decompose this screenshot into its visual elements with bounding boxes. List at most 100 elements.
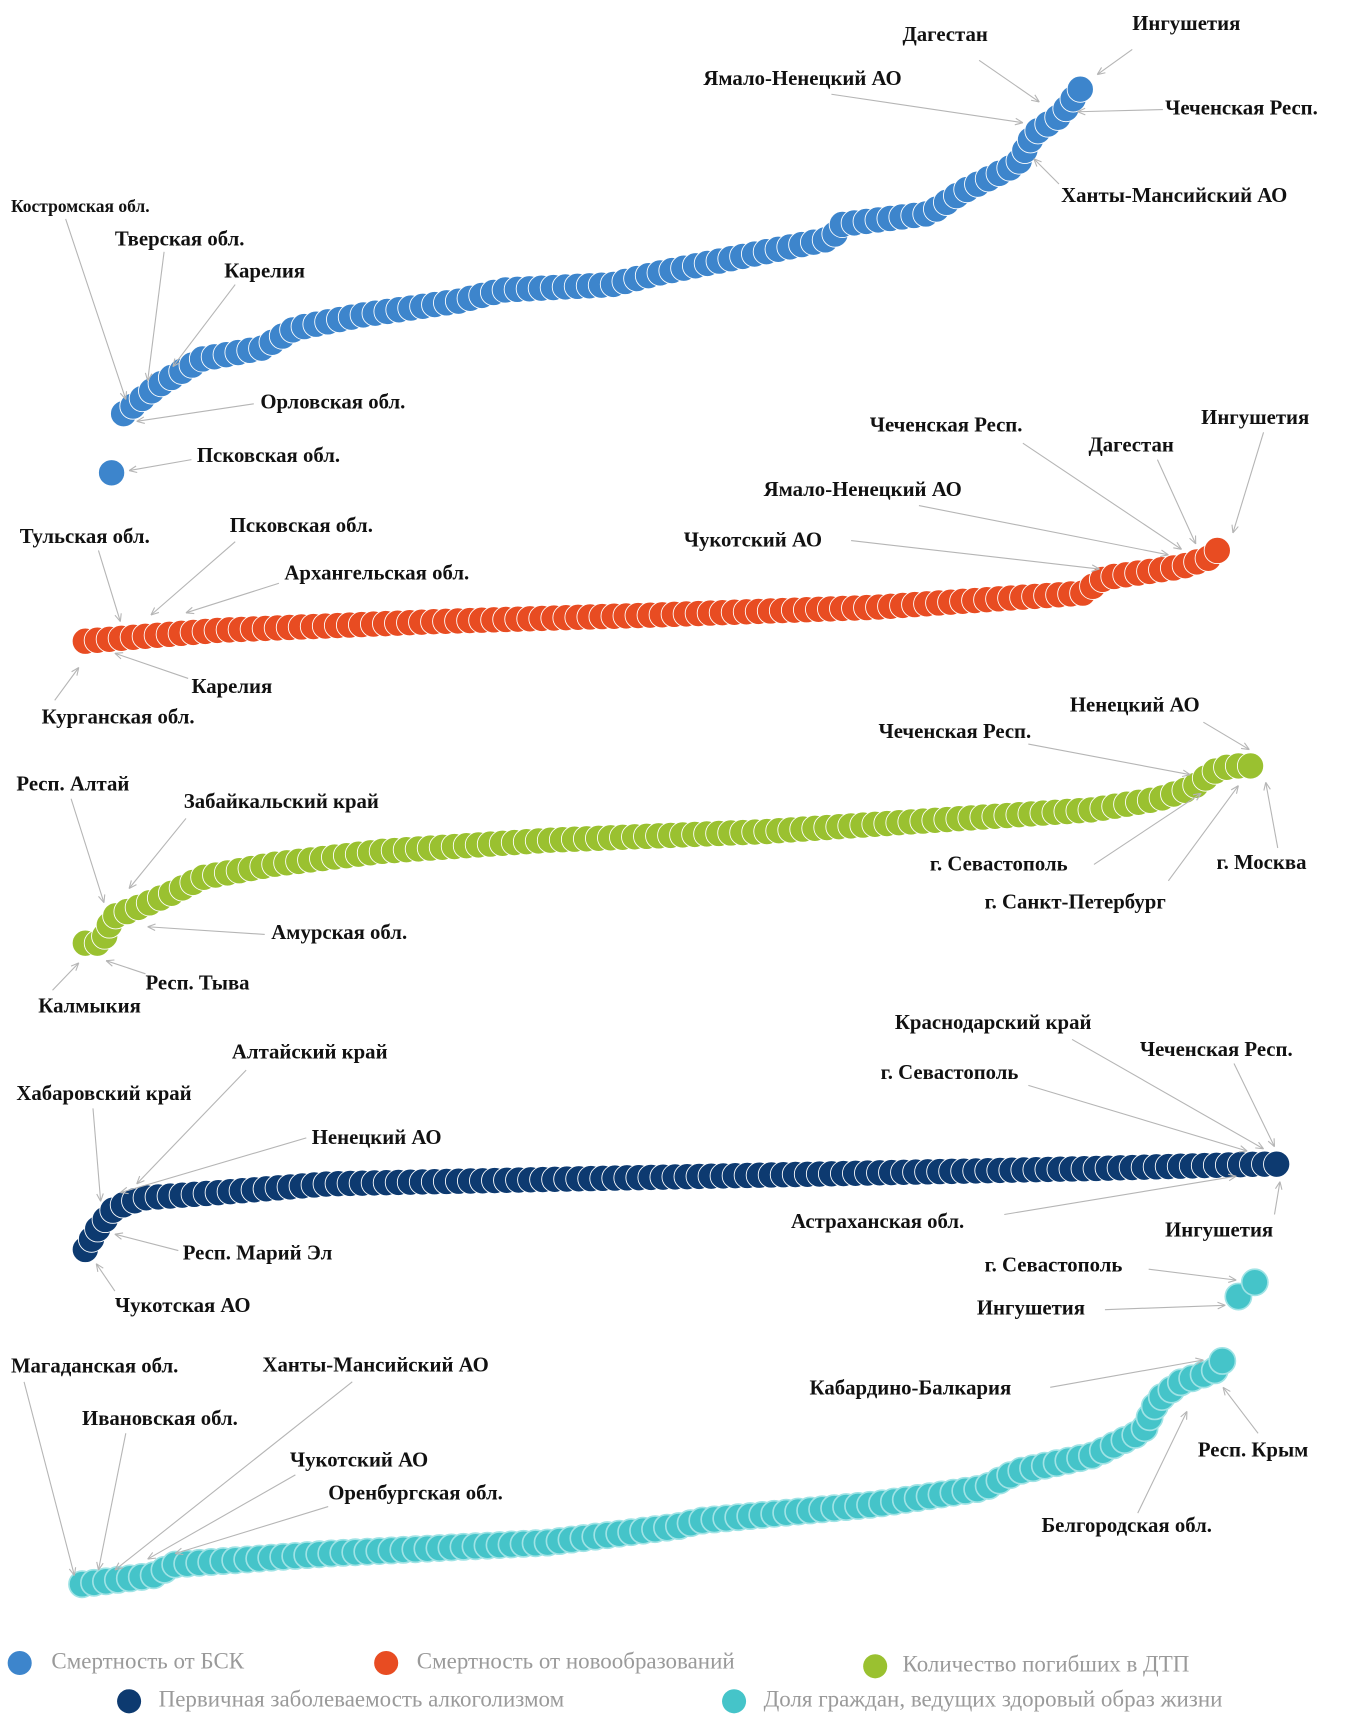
annotation-arrow — [1091, 564, 1100, 572]
region-dot — [1203, 536, 1231, 565]
annotation-line — [147, 251, 165, 381]
annotation-arrow — [1238, 1145, 1248, 1153]
annotation-label: Чеченская Респ. — [878, 720, 1031, 743]
annotation-label: Ненецкий АО — [312, 1126, 442, 1149]
annotation-line — [95, 1263, 116, 1292]
annotation-arrow — [114, 1232, 124, 1240]
annotation-line — [1077, 109, 1163, 113]
annotation-line — [147, 1474, 296, 1560]
annotation-arrow — [1180, 1410, 1188, 1420]
annotation-arrow — [1160, 549, 1169, 558]
annotation-line — [52, 962, 80, 991]
region-dot — [98, 459, 126, 487]
annotation-label: г. Санкт-Петербург — [985, 891, 1166, 914]
dot-strip — [68, 1268, 1269, 1599]
annotation-line — [128, 818, 187, 889]
annotation-label: Ямало-Ненецкий АО — [703, 67, 901, 90]
annotation-line — [97, 1433, 127, 1571]
annotation-label: Ивановская обл. — [82, 1407, 238, 1430]
annotation-label: Респ. Алтай — [16, 772, 129, 795]
annotation-label: Хабаровский край — [16, 1082, 191, 1105]
legend-label: Количество погибших в ДТП — [903, 1652, 1190, 1677]
annotation-label: Алтайский край — [232, 1040, 388, 1063]
annotation-line — [1028, 1084, 1248, 1152]
annotation-line — [136, 1069, 247, 1185]
legend-swatch — [7, 1650, 32, 1676]
annotation-line — [1093, 792, 1202, 865]
annotation-line — [1028, 743, 1191, 776]
annotation-line — [1096, 48, 1133, 75]
annotation-label: Респ. Марий Эл — [183, 1242, 333, 1265]
annotation-arrow — [1031, 94, 1040, 103]
region-dot — [1066, 75, 1094, 103]
annotation-line — [978, 59, 1040, 103]
annotation-label: Карелия — [191, 675, 272, 698]
annotation-label: г. Севастополь — [985, 1254, 1123, 1277]
annotation-label: Ханты-Мансийский АО — [263, 1353, 489, 1376]
annotation-line — [1232, 432, 1265, 534]
legend-label: Смертность от новообразований — [417, 1648, 735, 1673]
annotation-line — [150, 541, 236, 616]
dot-strip — [98, 75, 1094, 487]
annotation-line — [23, 1381, 75, 1576]
annotation-label: Дагестан — [903, 23, 988, 46]
annotation-arrow — [174, 1547, 184, 1556]
annotation-label: г. Севастополь — [881, 1061, 1019, 1084]
annotation-line — [114, 652, 189, 679]
annotation-line — [1071, 1038, 1264, 1150]
annotation-label: Ингушетия — [1201, 406, 1309, 429]
annotation-arrow — [1192, 792, 1202, 801]
annotation-line — [1203, 721, 1250, 751]
annotation-arrow — [172, 358, 181, 368]
annotation-label: Чукотская АО — [115, 1294, 251, 1317]
annotation-arrow — [128, 880, 137, 889]
annotation-arrow — [147, 1552, 157, 1560]
annotation-arrow — [70, 962, 80, 971]
annotation-label: Чеченская Респ. — [870, 414, 1023, 437]
annotation-label: Астраханская обл. — [791, 1210, 964, 1233]
annotation-arrow — [1267, 1138, 1276, 1148]
legend-label: Доля граждан, ведущих здоровый образ жиз… — [764, 1687, 1223, 1712]
annotation-arrow — [1274, 1181, 1283, 1190]
annotation-line — [114, 1233, 179, 1252]
annotation-arrow — [114, 613, 122, 622]
annotation-line — [1137, 1411, 1188, 1514]
annotation-arrow — [1181, 769, 1191, 778]
dot-strip — [71, 752, 1265, 957]
annotation-label: Ямало-Ненецкий АО — [764, 478, 962, 501]
annotation-line — [1022, 442, 1182, 550]
annotation-arrow — [96, 1561, 104, 1571]
annotation-arrow — [1173, 542, 1182, 550]
annotation-label: Псковская обл. — [197, 444, 340, 467]
annotation-arrow — [114, 1562, 124, 1571]
annotation-line — [136, 403, 254, 422]
annotation-line — [97, 550, 121, 622]
annotation-arrow — [1217, 1301, 1226, 1310]
annotation-line — [1156, 459, 1197, 545]
annotation-label: Карелия — [224, 259, 305, 282]
annotation-line — [65, 218, 127, 400]
region-dot — [1240, 1268, 1269, 1297]
annotation-arrow — [114, 652, 124, 660]
region-dot — [1263, 1150, 1291, 1178]
annotation-label: Амурская обл. — [271, 921, 407, 944]
annotation-line — [128, 459, 192, 472]
annotation-arrow — [150, 607, 160, 616]
annotation-arrow — [119, 391, 128, 400]
annotation-line — [1233, 1063, 1275, 1147]
annotation-arrow — [71, 667, 80, 676]
annotation-arrow — [1240, 742, 1250, 751]
annotation-arrow — [136, 1175, 145, 1185]
annotation-label: Ненецкий АО — [1070, 694, 1200, 717]
annotation-line — [185, 582, 280, 614]
annotation-label: Респ. Крым — [1198, 1439, 1308, 1462]
annotation-label: Чеченская Респ. — [1140, 1038, 1293, 1061]
annotation-line — [1265, 782, 1279, 849]
legend-swatch — [117, 1689, 142, 1714]
region-dot — [1208, 1347, 1237, 1375]
annotation-label: Оренбургская обл. — [328, 1481, 503, 1504]
annotation-line — [1033, 158, 1060, 185]
annotation-label: Архангельская обл. — [284, 561, 469, 584]
annotation-line — [105, 960, 146, 975]
annotation-arrow — [119, 1186, 129, 1195]
